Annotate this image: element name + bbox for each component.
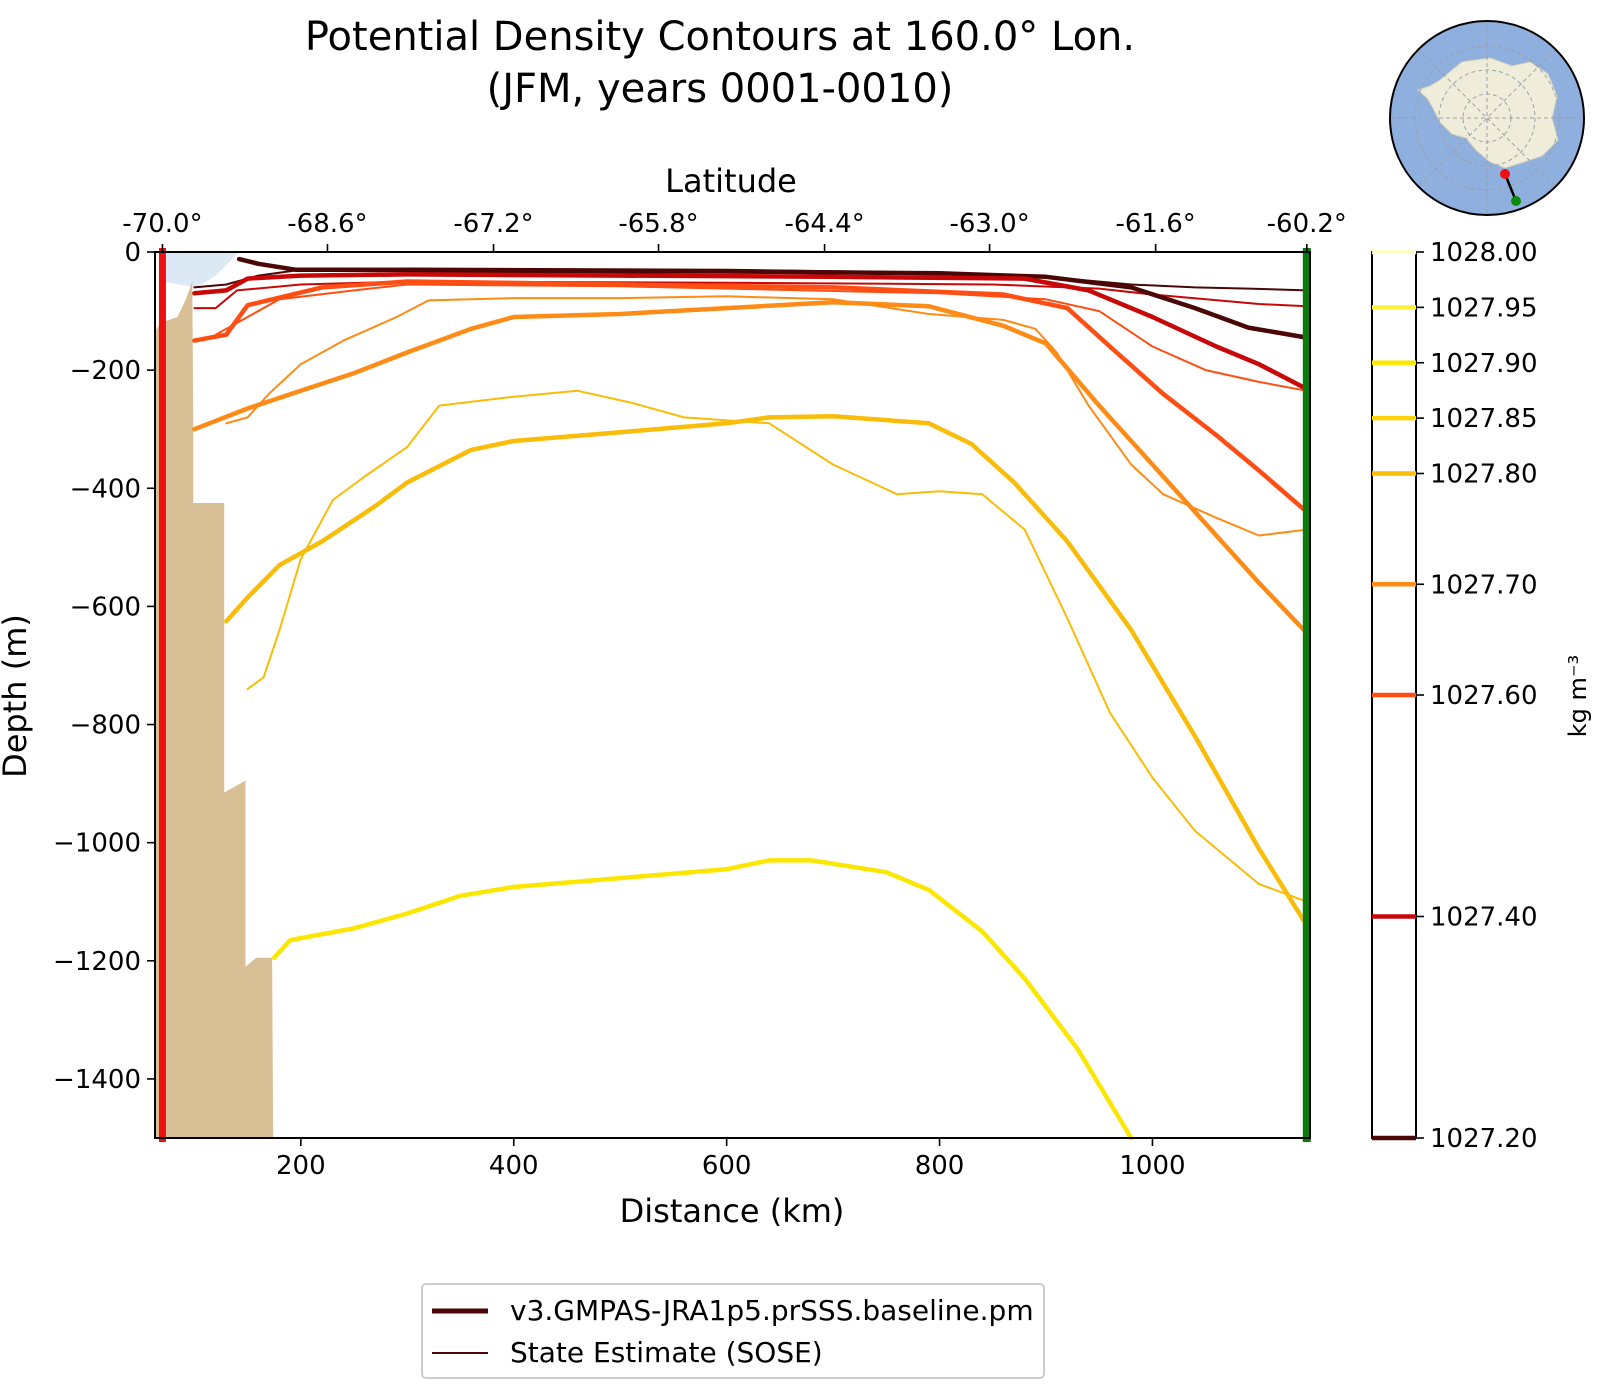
colorbar-tick-label: 1027.60 bbox=[1430, 681, 1538, 711]
contour-lines bbox=[192, 256, 1310, 1141]
bathymetry-land bbox=[155, 281, 274, 1138]
contour-sose-1027.40 bbox=[193, 280, 1308, 310]
contour-model-1027.20 bbox=[236, 256, 1310, 340]
y-tick-label: −200 bbox=[70, 356, 141, 386]
contour-model-1027.60 bbox=[192, 279, 1310, 515]
x-tick-label: 800 bbox=[915, 1151, 965, 1181]
contour-sose-1027.80 bbox=[246, 389, 1308, 903]
contour-model-1027.40 bbox=[192, 272, 1310, 392]
top-tick-label: -63.0° bbox=[949, 209, 1029, 239]
y-tick-label: 0 bbox=[124, 238, 141, 268]
inset-map bbox=[1389, 20, 1585, 216]
x-tick-label: 600 bbox=[702, 1151, 752, 1181]
colorbar-tick-label: 1027.40 bbox=[1430, 903, 1538, 933]
legend-label-model: v3.GMPAS-JRA1p5.prSSS.baseline.pm bbox=[510, 1294, 1034, 1327]
colorbar-tick-label: 1027.90 bbox=[1430, 349, 1538, 379]
y-tick-label: −1200 bbox=[53, 947, 141, 977]
colorbar-tick-label: 1027.95 bbox=[1430, 293, 1538, 323]
x-tick-label: 1000 bbox=[1119, 1151, 1185, 1181]
y-axis-label: Depth (m) bbox=[0, 614, 34, 778]
y-tick-label: −1000 bbox=[53, 829, 141, 859]
top-tick-label: -70.0° bbox=[122, 209, 202, 239]
legend-label-sose: State Estimate (SOSE) bbox=[510, 1336, 823, 1369]
top-tick-label: -60.2° bbox=[1267, 209, 1347, 239]
top-tick-label: -68.6° bbox=[287, 209, 367, 239]
plot-area bbox=[155, 252, 274, 1138]
colorbar-tick-label: 1027.80 bbox=[1430, 460, 1538, 490]
contour-model-1027.70 bbox=[192, 299, 1310, 636]
y-tick-label: −400 bbox=[70, 474, 141, 504]
plot-frame bbox=[154, 251, 1311, 1139]
top-axis-label: Latitude bbox=[665, 162, 797, 200]
y-tick-label: −1400 bbox=[53, 1065, 141, 1095]
top-tick-label: -67.2° bbox=[453, 209, 533, 239]
y-tick-label: −600 bbox=[70, 592, 141, 622]
chart-title: Potential Density Contours at 160.0° Lon… bbox=[305, 14, 1135, 60]
chart-subtitle: (JFM, years 0001-0010) bbox=[487, 66, 954, 112]
top-tick-label: -61.6° bbox=[1116, 209, 1196, 239]
inset-antarctica bbox=[1417, 57, 1559, 169]
inset-end-marker bbox=[1511, 196, 1521, 206]
colorbar-tick-label: 1027.20 bbox=[1430, 1124, 1538, 1154]
contour-sose-1027.70 bbox=[225, 295, 1308, 537]
colorbar-tick-label: 1027.70 bbox=[1430, 570, 1538, 600]
colorbar-tick-label: 1027.85 bbox=[1430, 404, 1538, 434]
legend-frame bbox=[421, 1283, 1045, 1379]
inset-graticule bbox=[1390, 21, 1584, 215]
x-tick-label: 400 bbox=[489, 1151, 539, 1181]
x-tick-label: 200 bbox=[276, 1151, 326, 1181]
contour-model-1027.90 bbox=[271, 858, 1134, 1141]
colorbar-label: kg m⁻³ bbox=[1564, 655, 1592, 737]
top-tick-label: -64.4° bbox=[784, 209, 864, 239]
axes: 200 400 600 800 1000 0 −200 −400 −600 −800 −1000 −1… bbox=[53, 209, 1347, 1181]
contour-model-1027.80 bbox=[224, 413, 1310, 928]
inset-start-marker bbox=[1500, 169, 1510, 179]
legend: v3.GMPAS-JRA1p5.prSSS.baseline.pm State … bbox=[421, 1283, 1045, 1379]
top-tick-label: -65.8° bbox=[618, 209, 698, 239]
colorbar: 1027.20 1027.40 1027.60 1027.70 1027.80 1027.… bbox=[1371, 238, 1538, 1154]
x-axis-label: Distance (km) bbox=[620, 1192, 845, 1230]
colorbar-tick-label: 1028.00 bbox=[1430, 238, 1538, 268]
ice-shelf-region bbox=[162, 252, 240, 288]
y-tick-label: −800 bbox=[70, 711, 141, 741]
